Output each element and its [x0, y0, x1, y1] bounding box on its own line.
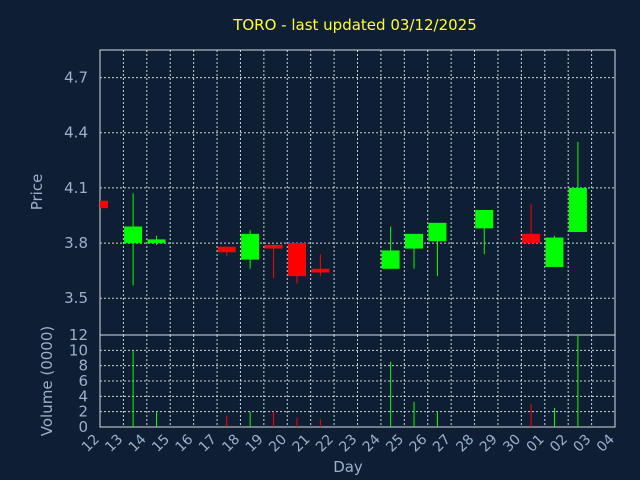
candle: [545, 235, 564, 267]
candle-body: [264, 244, 283, 249]
x-tick-label: 23: [336, 432, 360, 456]
x-tick-label: 25: [383, 432, 407, 456]
x-tick-label: 29: [477, 432, 501, 456]
x-tick-label: 22: [313, 432, 337, 456]
candle: [568, 141, 587, 233]
x-tick-label: 18: [219, 432, 243, 456]
price-gridlines: [100, 50, 615, 335]
candle: [217, 246, 236, 256]
candle: [124, 193, 143, 286]
x-ticks: 12 13 14 15 16 17 18 19 20 21 22 23 24 25 26 27 28 29 30 01…: [79, 431, 618, 455]
candle-body: [241, 233, 260, 260]
candle: [475, 209, 494, 255]
chart-title: TORO - last updated 03/12/2025: [232, 16, 477, 34]
price-y-ticks: 3.5 3.8 4.1 4.4 4.7: [64, 69, 88, 308]
x-tick-label: 13: [102, 432, 126, 456]
candle-body: [217, 246, 236, 253]
x-tick-label: 26: [407, 431, 431, 455]
price-y-tick-label: 4.1: [64, 179, 88, 197]
candle: [405, 233, 424, 269]
price-y-tick-label: 4.4: [64, 124, 88, 142]
price-y-tick-label: 4.7: [64, 69, 88, 87]
price-y-tick-label: 3.8: [64, 234, 88, 252]
volume-y-tick-label: 0: [78, 418, 88, 436]
volume-y-tick-label: 12: [69, 326, 88, 344]
volume-y-tick-label: 8: [78, 357, 88, 375]
x-tick-label: 01: [524, 432, 548, 456]
volume-gridlines: [100, 335, 615, 427]
price-axis-label: Price: [28, 174, 46, 211]
volume-y-tick-label: 4: [78, 387, 88, 405]
x-tick-label: 30: [500, 432, 524, 456]
candle: [241, 230, 260, 269]
candle-body: [522, 233, 541, 244]
candle-body: [568, 187, 587, 233]
volume-bars: [132, 335, 579, 427]
candle-body: [147, 239, 166, 244]
candle: [147, 235, 166, 245]
price-y-tick-label: 3.5: [64, 289, 88, 307]
candle: [100, 200, 108, 209]
volume-y-tick-label: 10: [69, 341, 88, 359]
x-tick-label: 16: [173, 431, 197, 455]
x-axis-label: Day: [333, 458, 363, 476]
x-tick-label: 02: [547, 432, 571, 456]
candle: [264, 244, 283, 278]
volume-axis-label: Volume (0000): [38, 326, 56, 436]
volume-y-tick-label: 2: [78, 403, 88, 421]
x-tick-label: 24: [360, 431, 384, 455]
volume-y-tick-label: 6: [78, 372, 88, 390]
candle: [522, 204, 541, 244]
candle-body: [287, 243, 306, 277]
x-tick-label: 04: [594, 431, 618, 455]
candle: [311, 254, 330, 277]
candle-body: [381, 250, 400, 269]
candle: [428, 222, 447, 277]
x-tick-label: 15: [149, 432, 173, 456]
candle-body: [475, 209, 494, 229]
x-tick-label: 19: [243, 432, 267, 456]
x-tick-label: 28: [453, 432, 477, 456]
x-tick-label: 20: [266, 432, 290, 456]
x-tick-label: 21: [290, 432, 314, 456]
price-panel: [99, 49, 616, 336]
candlesticks: [100, 141, 587, 286]
x-tick-label: 27: [430, 432, 454, 456]
candle-body: [428, 222, 447, 242]
x-tick-label: 14: [126, 431, 150, 455]
candle-body: [545, 237, 564, 267]
candle-body: [100, 200, 108, 209]
candle: [381, 226, 400, 269]
x-tick-label: 03: [570, 432, 594, 456]
candle-body: [311, 268, 330, 273]
candle-body: [405, 233, 424, 249]
x-tick-label: 17: [196, 432, 220, 456]
candle-body: [124, 226, 143, 244]
candle: [287, 243, 306, 284]
